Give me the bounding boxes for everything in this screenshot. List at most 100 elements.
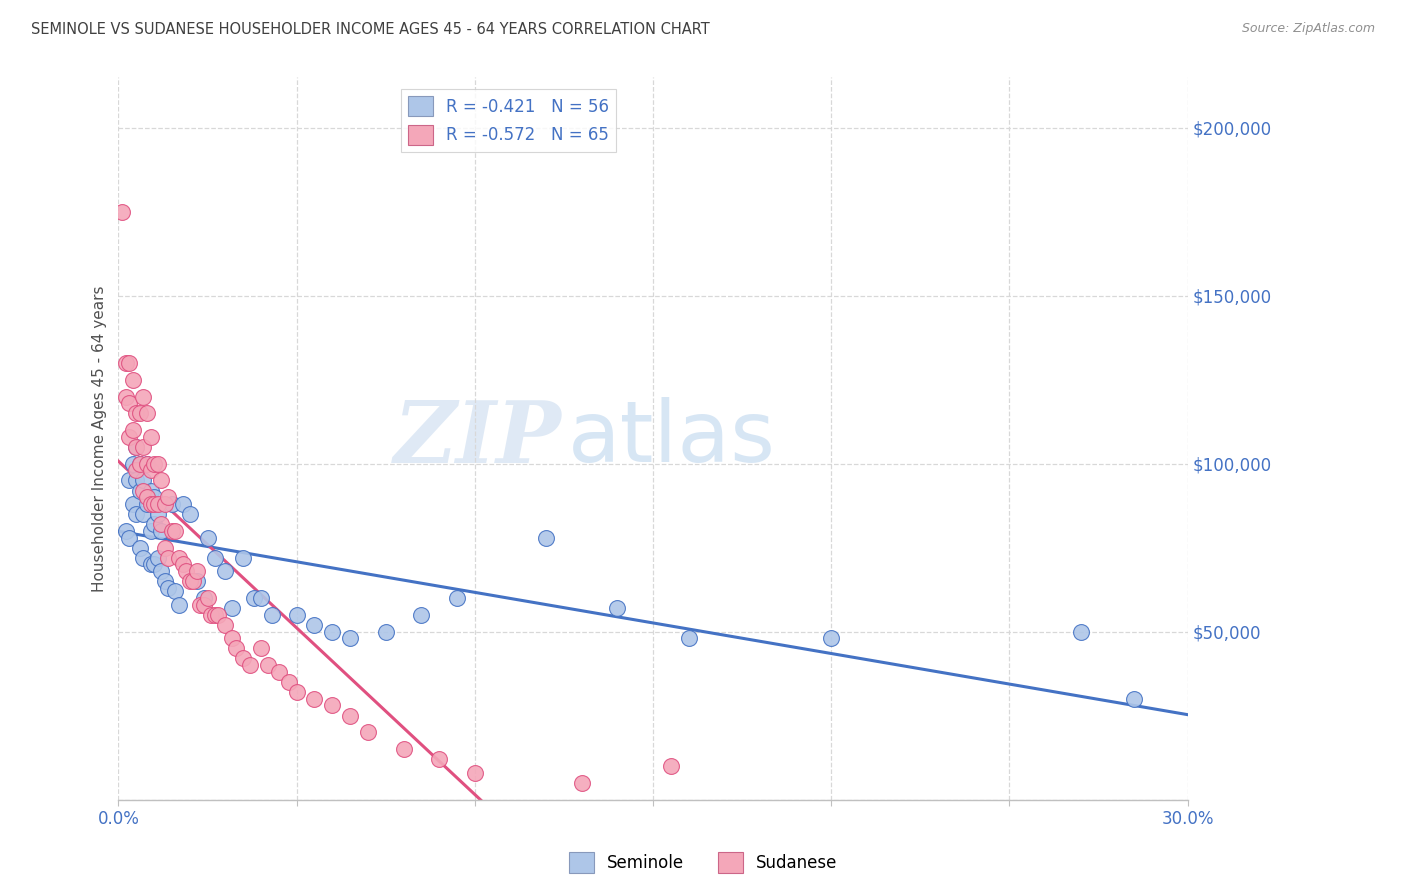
Legend: R = -0.421   N = 56, R = -0.572   N = 65: R = -0.421 N = 56, R = -0.572 N = 65 [401, 89, 616, 152]
Point [143, 457, 166, 471]
Point [221, 601, 243, 615]
Point [150, 564, 173, 578]
Point [250, 591, 273, 605]
Point [125, 507, 148, 521]
Point [190, 598, 212, 612]
Point [250, 641, 273, 656]
Point [136, 490, 159, 504]
Legend: Seminole, Sudanese: Seminole, Sudanese [562, 846, 844, 880]
Point [179, 574, 201, 589]
Point [200, 607, 222, 622]
Point [121, 497, 143, 511]
Y-axis label: Householder Income Ages 45 - 64 years: Householder Income Ages 45 - 64 years [93, 285, 107, 591]
Point [174, 564, 197, 578]
Point [446, 591, 468, 605]
Point [146, 457, 169, 471]
Point [118, 430, 141, 444]
Point [128, 483, 150, 498]
Point [114, 390, 136, 404]
Text: Source: ZipAtlas.com: Source: ZipAtlas.com [1241, 22, 1375, 36]
Point [172, 497, 194, 511]
Point [157, 490, 180, 504]
Point [132, 440, 155, 454]
Point [232, 651, 254, 665]
Point [321, 624, 343, 639]
Point [411, 607, 433, 622]
Text: ZIP: ZIP [394, 397, 562, 480]
Point [167, 550, 190, 565]
Point [357, 725, 380, 739]
Point [121, 457, 143, 471]
Point [139, 430, 162, 444]
Point [339, 632, 361, 646]
Text: atlas: atlas [568, 397, 776, 480]
Point [143, 558, 166, 572]
Point [150, 517, 173, 532]
Point [160, 524, 183, 538]
Point [118, 474, 141, 488]
Point [139, 483, 162, 498]
Point [114, 524, 136, 538]
Point [146, 497, 169, 511]
Point [464, 765, 486, 780]
Point [118, 396, 141, 410]
Point [204, 550, 226, 565]
Point [153, 497, 176, 511]
Point [1123, 691, 1146, 706]
Point [121, 373, 143, 387]
Point [304, 691, 326, 706]
Point [257, 658, 280, 673]
Point [197, 591, 219, 605]
Point [214, 564, 236, 578]
Point [150, 474, 173, 488]
Text: SEMINOLE VS SUDANESE HOUSEHOLDER INCOME AGES 45 - 64 YEARS CORRELATION CHART: SEMINOLE VS SUDANESE HOUSEHOLDER INCOME … [31, 22, 710, 37]
Point [1070, 624, 1092, 639]
Point [125, 440, 148, 454]
Point [139, 497, 162, 511]
Point [153, 541, 176, 555]
Point [118, 356, 141, 370]
Point [392, 742, 415, 756]
Point [118, 531, 141, 545]
Point [150, 524, 173, 538]
Point [111, 204, 134, 219]
Point [232, 550, 254, 565]
Point [820, 632, 842, 646]
Point [571, 776, 593, 790]
Point [181, 574, 204, 589]
Point [193, 598, 215, 612]
Point [304, 618, 326, 632]
Point [239, 658, 262, 673]
Point [125, 474, 148, 488]
Point [197, 531, 219, 545]
Point [321, 698, 343, 713]
Point [157, 550, 180, 565]
Point [285, 607, 308, 622]
Point [193, 591, 215, 605]
Point [167, 598, 190, 612]
Point [128, 457, 150, 471]
Point [132, 474, 155, 488]
Point [678, 632, 700, 646]
Point [139, 558, 162, 572]
Point [207, 607, 229, 622]
Point [139, 524, 162, 538]
Point [285, 685, 308, 699]
Point [278, 675, 301, 690]
Point [186, 574, 208, 589]
Point [125, 406, 148, 420]
Point [214, 618, 236, 632]
Point [128, 457, 150, 471]
Point [128, 541, 150, 555]
Point [143, 497, 166, 511]
Point [125, 463, 148, 477]
Point [225, 641, 247, 656]
Point [659, 759, 682, 773]
Point [153, 574, 176, 589]
Point [128, 406, 150, 420]
Point [143, 490, 166, 504]
Point [136, 457, 159, 471]
Point [146, 507, 169, 521]
Point [204, 607, 226, 622]
Point [267, 665, 290, 679]
